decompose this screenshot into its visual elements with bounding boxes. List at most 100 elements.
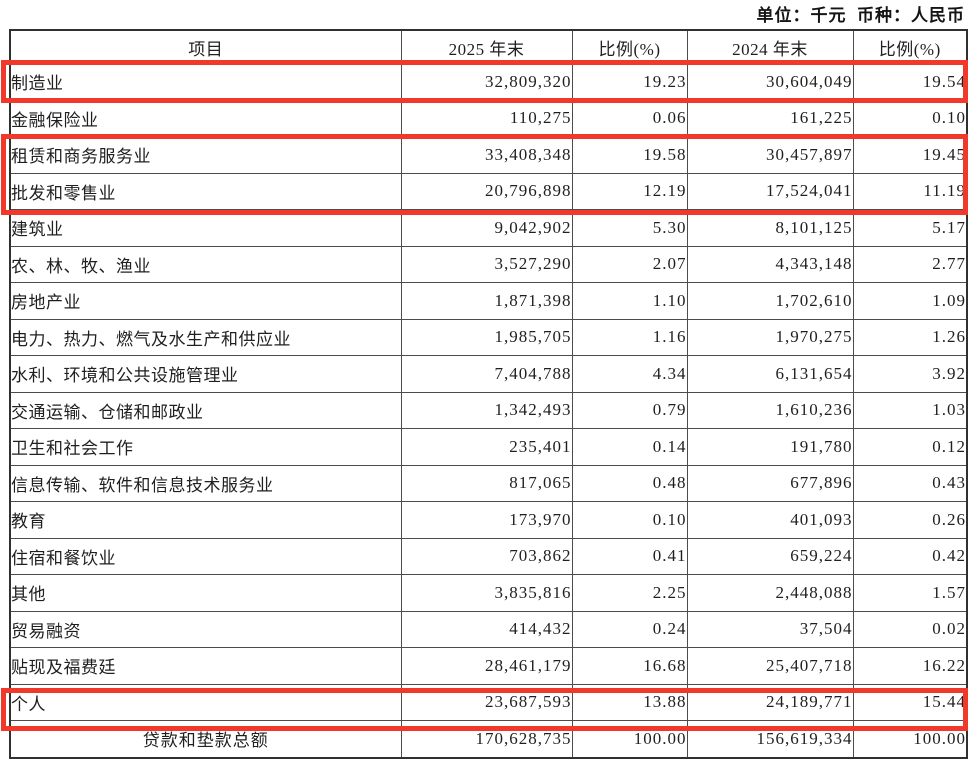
pct-2025: 13.88 — [571, 683, 688, 721]
pct-2025: 1.10 — [571, 282, 688, 320]
total-value-2024: 156,619,334 — [686, 720, 854, 758]
table-row: 其他 3,835,816 2.25 2,448,088 1.57 — [9, 574, 968, 612]
row-label: 制造业 — [9, 63, 402, 101]
total-pct-2025: 100.00 — [571, 720, 688, 758]
row-label: 教育 — [9, 501, 402, 539]
value-2025: 3,835,816 — [400, 574, 573, 612]
pct-2025: 1.16 — [571, 318, 688, 356]
pct-2024: 1.57 — [852, 574, 968, 612]
pct-2024: 1.09 — [852, 282, 968, 320]
value-2025: 1,985,705 — [400, 318, 573, 356]
value-2024: 6,131,654 — [686, 355, 854, 393]
pct-2025: 0.06 — [571, 99, 688, 137]
table-row: 卫生和社会工作 235,401 0.14 191,780 0.12 — [9, 428, 968, 466]
table-row: 农、林、牧、渔业 3,527,290 2.07 4,343,148 2.77 — [9, 245, 968, 283]
value-2025: 33,408,348 — [400, 136, 573, 174]
value-2024: 161,225 — [686, 99, 854, 137]
pct-2024: 1.03 — [852, 391, 968, 429]
table-row: 建筑业 9,042,902 5.30 8,101,125 5.17 — [9, 209, 968, 247]
value-2024: 191,780 — [686, 428, 854, 466]
pct-2025: 0.41 — [571, 537, 688, 575]
value-2025: 1,871,398 — [400, 282, 573, 320]
table-row: 教育 173,970 0.10 401,093 0.26 — [9, 501, 968, 539]
row-label: 租赁和商务服务业 — [9, 136, 402, 174]
value-2024: 401,093 — [686, 501, 854, 539]
value-2025: 28,461,179 — [400, 647, 573, 685]
pct-2025: 16.68 — [571, 647, 688, 685]
table-row: 租赁和商务服务业 33,408,348 19.58 30,457,897 19.… — [9, 136, 968, 174]
value-2025: 1,342,493 — [400, 391, 573, 429]
pct-2024: 19.54 — [852, 63, 968, 101]
pct-2025: 0.24 — [571, 610, 688, 648]
pct-2024: 0.12 — [852, 428, 968, 466]
table-header-row: 项目 2025 年末 比例(%) 2024 年末 比例(%) — [9, 29, 968, 64]
value-2025: 173,970 — [400, 501, 573, 539]
table-row: 交通运输、仓储和邮政业 1,342,493 0.79 1,610,236 1.0… — [9, 391, 968, 429]
value-2024: 677,896 — [686, 464, 854, 502]
pct-2025: 12.19 — [571, 172, 688, 210]
loans-by-industry-table: 项目 2025 年末 比例(%) 2024 年末 比例(%) 制造业 32,80… — [9, 29, 968, 759]
table-row: 贴现及福费廷 28,461,179 16.68 25,407,718 16.22 — [9, 647, 968, 685]
pct-2024: 11.19 — [852, 172, 968, 210]
row-label: 个人 — [9, 683, 402, 721]
col-header-2024: 2024 年末 — [686, 29, 854, 64]
pct-2025: 2.07 — [571, 245, 688, 283]
pct-2025: 5.30 — [571, 209, 688, 247]
value-2024: 8,101,125 — [686, 209, 854, 247]
row-label: 贸易融资 — [9, 610, 402, 648]
row-label: 信息传输、软件和信息技术服务业 — [9, 464, 402, 502]
value-2025: 3,527,290 — [400, 245, 573, 283]
pct-2025: 4.34 — [571, 355, 688, 393]
pct-2024: 2.77 — [852, 245, 968, 283]
value-2025: 703,862 — [400, 537, 573, 575]
pct-2024: 0.43 — [852, 464, 968, 502]
row-label: 金融保险业 — [9, 99, 402, 137]
value-2025: 235,401 — [400, 428, 573, 466]
total-pct-2024: 100.00 — [852, 720, 968, 758]
col-header-pct-2025: 比例(%) — [571, 29, 688, 64]
pct-2024: 3.92 — [852, 355, 968, 393]
pct-2025: 0.48 — [571, 464, 688, 502]
total-row-label: 贷款和垫款总额 — [9, 720, 402, 758]
value-2024: 25,407,718 — [686, 647, 854, 685]
row-label: 贴现及福费廷 — [9, 647, 402, 685]
row-label: 住宿和餐饮业 — [9, 537, 402, 575]
value-2024: 37,504 — [686, 610, 854, 648]
pct-2024: 19.45 — [852, 136, 968, 174]
table-total-row: 贷款和垫款总额 170,628,735 100.00 156,619,334 1… — [9, 720, 968, 758]
pct-2024: 1.26 — [852, 318, 968, 356]
pct-2025: 0.79 — [571, 391, 688, 429]
table-row: 贸易融资 414,432 0.24 37,504 0.02 — [9, 610, 968, 648]
table-row: 制造业 32,809,320 19.23 30,604,049 19.54 — [9, 63, 968, 101]
row-label: 电力、热力、燃气及水生产和供应业 — [9, 318, 402, 356]
row-label: 房地产业 — [9, 282, 402, 320]
value-2024: 1,610,236 — [686, 391, 854, 429]
row-label: 建筑业 — [9, 209, 402, 247]
pct-2025: 0.10 — [571, 501, 688, 539]
pct-2024: 0.42 — [852, 537, 968, 575]
value-2025: 20,796,898 — [400, 172, 573, 210]
value-2025: 110,275 — [400, 99, 573, 137]
value-2025: 23,687,593 — [400, 683, 573, 721]
pct-2024: 0.10 — [852, 99, 968, 137]
value-2024: 30,457,897 — [686, 136, 854, 174]
table-row: 金融保险业 110,275 0.06 161,225 0.10 — [9, 99, 968, 137]
row-label: 卫生和社会工作 — [9, 428, 402, 466]
table-row: 信息传输、软件和信息技术服务业 817,065 0.48 677,896 0.4… — [9, 464, 968, 502]
table-row: 住宿和餐饮业 703,862 0.41 659,224 0.42 — [9, 537, 968, 575]
pct-2024: 5.17 — [852, 209, 968, 247]
col-header-item: 项目 — [9, 29, 402, 64]
value-2025: 414,432 — [400, 610, 573, 648]
table-row: 电力、热力、燃气及水生产和供应业 1,985,705 1.16 1,970,27… — [9, 318, 968, 356]
pct-2025: 2.25 — [571, 574, 688, 612]
value-2025: 7,404,788 — [400, 355, 573, 393]
total-value-2025: 170,628,735 — [400, 720, 573, 758]
value-2024: 2,448,088 — [686, 574, 854, 612]
pct-2025: 0.14 — [571, 428, 688, 466]
table-row: 房地产业 1,871,398 1.10 1,702,610 1.09 — [9, 282, 968, 320]
unit-currency-note: 单位：千元 币种：人民币 — [756, 6, 965, 25]
value-2025: 817,065 — [400, 464, 573, 502]
pct-2024: 0.26 — [852, 501, 968, 539]
pct-2024: 15.44 — [852, 683, 968, 721]
